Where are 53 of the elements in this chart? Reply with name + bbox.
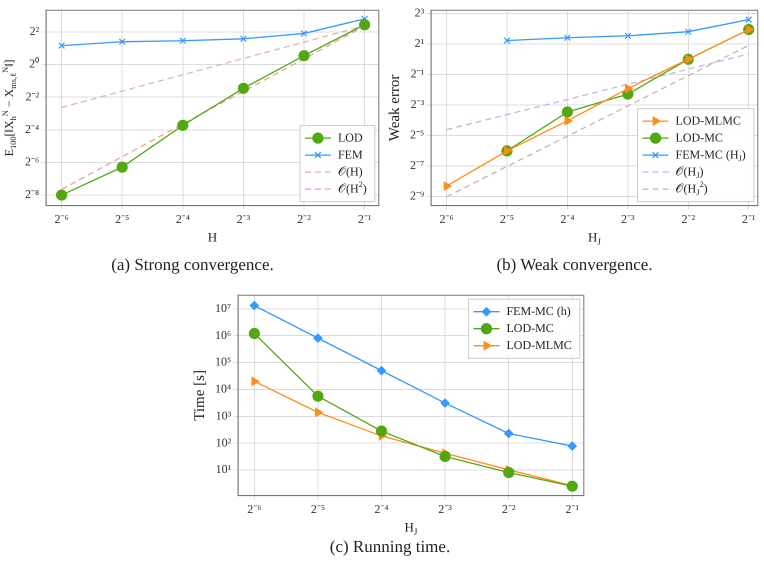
legend-label: FEM-MC (h): [506, 304, 571, 318]
x-tick-label: 2⁻¹: [742, 212, 756, 226]
x-tick-label: 2⁻⁴: [176, 212, 190, 226]
legend-label: LOD-MC: [676, 130, 723, 144]
x-tick-label: 2⁻⁶: [247, 502, 262, 516]
y-tick-label: 10⁵: [214, 354, 232, 369]
x-tick-label: 2⁻³: [236, 212, 251, 226]
legend-label: LOD-MLMC: [506, 338, 572, 352]
x-tick-label: 2⁻⁵: [115, 212, 130, 226]
x-tick-label: 2⁻⁶: [439, 212, 454, 226]
y-tick-label: 10³: [216, 408, 232, 422]
y-tick-label: 2⁻⁷: [410, 158, 424, 172]
y-tick-label: 2⁻³: [410, 97, 425, 112]
y-tick-label: 10⁷: [214, 300, 232, 315]
y-tick-label: 2⁻⁴: [24, 122, 40, 136]
x-tick-label: 2⁻¹: [358, 212, 372, 226]
x-tick-label: 2⁻²: [502, 502, 516, 516]
y-tick-label: 2⁰: [29, 56, 40, 71]
x-tick-label: 2⁻⁵: [500, 212, 514, 226]
y-tick-label: 2⁻¹: [410, 66, 425, 81]
legend-label: LOD-MLMC: [676, 113, 741, 128]
y-tick-label: 2³: [414, 6, 425, 20]
y-tick-label: 2⁻²: [26, 89, 40, 104]
y-tick-label: 10¹: [216, 462, 232, 476]
legend-label: LOD: [338, 130, 363, 144]
y-axis-title: Weak error: [386, 74, 403, 142]
y-tick-label: 2⁻⁸: [24, 187, 40, 202]
legend-label: FEM: [338, 147, 363, 162]
y-tick-label: 2⁻⁹: [410, 188, 424, 202]
x-tick-label: 2⁻⁶: [54, 212, 69, 226]
y-tick-label: 2²: [30, 24, 40, 38]
y-tick-label: 10⁶: [214, 328, 232, 342]
y-tick-label: 2⁻⁵: [410, 127, 424, 142]
y-axis-title: Time [s]: [192, 370, 208, 421]
y-tick-label: 10²: [216, 435, 232, 450]
x-axis-title: H: [208, 229, 218, 244]
x-tick-label: 2⁻²: [297, 212, 312, 226]
y-tick-label: 2¹: [414, 36, 425, 50]
x-tick-label: 2⁻⁴: [374, 502, 389, 516]
x-tick-label: 2⁻³: [621, 212, 636, 226]
text: E100[‖XhN − Xms,ℓN‖]: [0, 59, 18, 156]
text: (c) Running time.: [328, 537, 452, 557]
x-tick-label: 2⁻²: [681, 212, 696, 226]
y-tick-label: 10⁴: [214, 382, 232, 396]
x-tick-label: 2⁻⁵: [310, 502, 326, 516]
text: (a) Strong convergence.: [110, 255, 275, 275]
y-tick-label: 2⁻⁶: [24, 154, 40, 169]
legend-label: 𝒪(H): [338, 164, 363, 178]
x-tick-label: 2⁻¹: [565, 502, 580, 516]
text: (b) Weak convergence.: [495, 255, 654, 275]
x-tick-label: 2⁻³: [438, 502, 452, 516]
x-tick-label: 2⁻⁴: [560, 212, 575, 226]
legend-label: LOD-MC: [506, 320, 554, 335]
